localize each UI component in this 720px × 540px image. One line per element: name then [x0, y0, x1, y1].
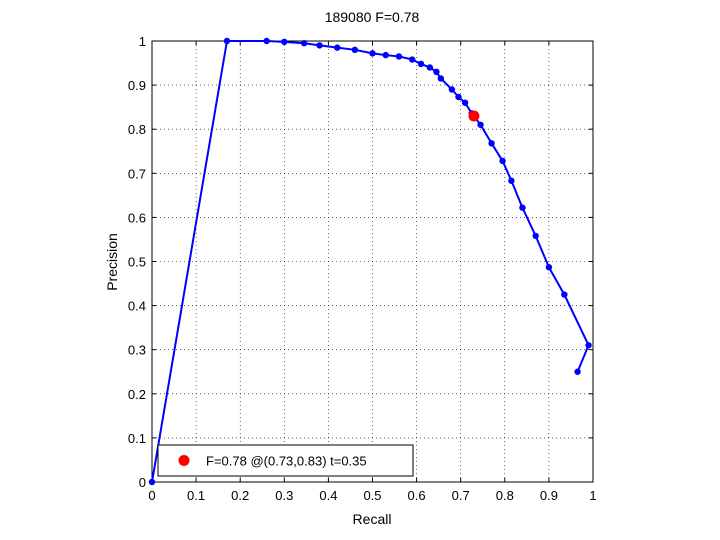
y-tick-label: 0.2 [128, 387, 146, 402]
data-point [382, 51, 389, 59]
data-point [508, 177, 515, 184]
data-point [223, 37, 231, 45]
data-point [545, 264, 553, 271]
legend-label: F=0.78 @(0.73,0.83) t=0.35 [206, 454, 367, 469]
y-tick-labels: 0 0.1 0.2 0.3 0.4 0.5 0.6 0.7 0.8 0.9 1 [128, 34, 146, 490]
data-point [477, 121, 484, 128]
series-layer [148, 37, 592, 486]
data-point [316, 42, 323, 49]
x-tick-label: 0.7 [452, 488, 470, 503]
x-tick-label: 0.2 [231, 488, 249, 503]
x-tick-label: 0.6 [408, 488, 426, 503]
chart-title: 189080 F=0.78 [325, 9, 420, 25]
y-tick-label: 0.5 [128, 255, 146, 270]
data-point [448, 86, 456, 93]
data-point [334, 44, 341, 51]
y-tick-label: 0.1 [128, 431, 146, 446]
data-point [263, 37, 270, 45]
data-point [561, 291, 568, 298]
y-tick-label: 0 [139, 475, 146, 490]
x-tick-label: 0.1 [187, 488, 205, 503]
x-tick-label: 0 [148, 488, 155, 503]
legend-marker [178, 455, 190, 466]
best-f-point [468, 110, 480, 122]
data-point [300, 40, 308, 47]
legend: F=0.78 @(0.73,0.83) t=0.35 [157, 444, 414, 477]
data-point [148, 478, 156, 486]
data-point [281, 38, 288, 46]
x-tick-labels: 0 0.1 0.2 0.3 0.4 0.5 0.6 0.7 0.8 0.9 1 [148, 488, 596, 503]
data-point [461, 99, 469, 106]
x-axis-label: Recall [353, 511, 392, 527]
data-point [395, 53, 403, 60]
data-point [426, 64, 434, 71]
data-point [488, 140, 495, 147]
data-point [437, 75, 445, 82]
legend-box [157, 444, 414, 477]
y-tick-label: 0.9 [128, 78, 146, 93]
highlight-layer [468, 110, 480, 122]
data-point [408, 56, 416, 63]
x-tick-label: 0.5 [363, 488, 381, 503]
data-point [351, 46, 359, 54]
x-tick-label: 0.8 [496, 488, 514, 503]
data-point [417, 60, 425, 68]
y-tick-label: 0.8 [128, 122, 146, 137]
data-point [585, 342, 592, 349]
x-tick-label: 0.4 [319, 488, 337, 503]
x-tick-label: 0.3 [275, 488, 293, 503]
data-point [499, 157, 506, 165]
y-tick-label: 0.3 [128, 343, 146, 358]
y-axis-label: Precision [104, 233, 120, 291]
data-point [532, 232, 539, 240]
x-tick-label: 1 [589, 488, 596, 503]
y-tick-label: 1 [139, 34, 146, 49]
data-point [519, 204, 526, 211]
y-tick-label: 0.6 [128, 210, 146, 225]
data-point [455, 93, 462, 101]
data-point [433, 68, 440, 76]
data-point [574, 368, 581, 375]
data-point [369, 50, 376, 57]
x-tick-label: 0.9 [540, 488, 558, 503]
grid [152, 41, 593, 482]
y-tick-label: 0.7 [128, 166, 146, 181]
y-tick-label: 0.4 [128, 299, 146, 314]
